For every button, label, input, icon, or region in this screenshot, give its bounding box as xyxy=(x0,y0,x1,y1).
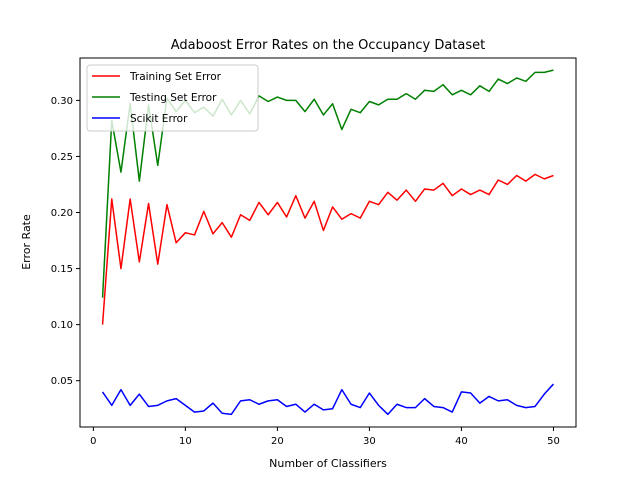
y-tick-label: 0.25 xyxy=(51,152,73,163)
x-axis-label: Number of Classifiers xyxy=(269,457,387,470)
x-tick-label: 10 xyxy=(179,436,192,447)
y-tick-label: 0.30 xyxy=(51,96,73,107)
series-line-training-set-error xyxy=(101,173,554,325)
x-tick-label: 50 xyxy=(547,436,560,447)
x-tick-label: 0 xyxy=(90,436,96,447)
legend-label-training-set-error: Training Set Error xyxy=(129,71,222,83)
legend-label-scikit-error: Scikit Error xyxy=(130,113,188,125)
y-tick-label: 0.15 xyxy=(51,264,73,275)
series-line-scikit-error xyxy=(101,383,555,416)
y-axis: 0.05 0.10 0.15 0.20 0.25 0.30 xyxy=(51,96,80,387)
x-tick-label: 40 xyxy=(455,436,468,447)
x-tick-label: 20 xyxy=(271,436,284,447)
chart-title: Adaboost Error Rates on the Occupancy Da… xyxy=(171,38,485,53)
y-tick-label: 0.20 xyxy=(51,208,73,219)
y-tick-label: 0.10 xyxy=(51,320,73,331)
legend: Training Set Error Testing Set Error Sciki… xyxy=(86,64,259,132)
legend-label-testing-set-error: Testing Set Error xyxy=(129,92,217,104)
y-tick-label: 0.05 xyxy=(51,376,73,387)
plot-frame xyxy=(79,57,577,428)
legend-box xyxy=(86,64,259,132)
x-axis: 0 10 20 30 40 50 xyxy=(90,427,560,447)
x-tick-label: 30 xyxy=(363,436,376,447)
y-axis-label: Error Rate xyxy=(20,214,33,270)
